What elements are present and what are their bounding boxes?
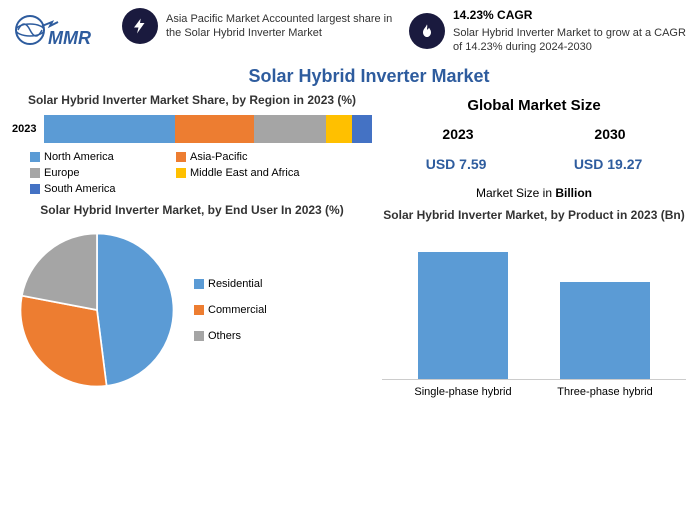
header-fact-2: 14.23% CAGR Solar Hybrid Inverter Market… — [409, 8, 686, 54]
region-seg-middle-east-and-africa — [326, 115, 352, 143]
legend-swatch — [30, 168, 40, 178]
market-size-years: 2023 2030 — [382, 126, 686, 142]
legend-label: Europe — [44, 167, 79, 179]
legend-swatch — [176, 168, 186, 178]
flame-icon — [409, 13, 445, 49]
legend-swatch — [30, 152, 40, 162]
market-size-sub: Market Size in Billion — [382, 186, 686, 200]
legend-label: Asia-Pacific — [190, 151, 247, 163]
bar-col — [550, 282, 660, 379]
legend-swatch — [30, 184, 40, 194]
header-fact-2-text: 14.23% CAGR Solar Hybrid Inverter Market… — [453, 8, 686, 54]
market-size-title: Global Market Size — [382, 97, 686, 114]
legend-item: South America — [30, 183, 160, 195]
legend-swatch — [194, 331, 204, 341]
legend-item: Others — [194, 330, 324, 342]
pie-slice-residential — [97, 234, 174, 386]
region-seg-asia-pacific — [175, 115, 254, 143]
lightning-icon — [122, 8, 158, 44]
legend-swatch — [194, 279, 204, 289]
region-chart-title: Solar Hybrid Inverter Market Share, by R… — [12, 93, 372, 107]
legend-item: Asia-Pacific — [176, 151, 306, 163]
content-grid: Solar Hybrid Inverter Market Share, by R… — [0, 93, 698, 398]
bar-chart-title: Solar Hybrid Inverter Market, by Product… — [382, 208, 686, 222]
pie-chart-section: Solar Hybrid Inverter Market, by End Use… — [12, 203, 372, 395]
legend-label: Residential — [208, 278, 262, 290]
header: MMR Asia Pacific Market Accounted larges… — [0, 0, 698, 58]
region-legend: North America Asia-Pacific Europe Middle Ea… — [12, 151, 372, 195]
left-col: Solar Hybrid Inverter Market Share, by R… — [12, 93, 372, 398]
bar-label: Single-phase hybrid — [408, 386, 518, 398]
market-size: Global Market Size 2023 2030 USD 7.59 US… — [382, 93, 686, 200]
stacked-bar — [44, 115, 372, 143]
legend-item: North America — [30, 151, 160, 163]
pie-legend: Residential Commercial Others — [194, 278, 324, 342]
legend-item: Europe — [30, 167, 160, 179]
cagr-text: Solar Hybrid Inverter Market to grow at … — [453, 26, 686, 55]
pie-chart-title: Solar Hybrid Inverter Market, by End Use… — [12, 203, 372, 217]
legend-label: South America — [44, 183, 116, 195]
pie-chart — [12, 225, 182, 395]
legend-label: Others — [208, 330, 241, 342]
legend-label: Middle East and Africa — [190, 167, 299, 179]
region-seg-europe — [254, 115, 326, 143]
region-y-label: 2023 — [12, 123, 36, 135]
region-seg-north-america — [44, 115, 175, 143]
right-col: Global Market Size 2023 2030 USD 7.59 US… — [382, 93, 686, 398]
region-chart: Solar Hybrid Inverter Market Share, by R… — [12, 93, 372, 195]
bar-labels: Single-phase hybrid Three-phase hybrid — [382, 386, 686, 398]
bar-single-phase-hybrid — [418, 252, 508, 379]
cagr-title: 14.23% CAGR — [453, 8, 686, 24]
bar-label: Three-phase hybrid — [550, 386, 660, 398]
main-title: Solar Hybrid Inverter Market — [0, 66, 698, 87]
legend-item: Middle East and Africa — [176, 167, 306, 179]
product-bar-chart: Solar Hybrid Inverter Market, by Product… — [382, 208, 686, 398]
ms-year-2: 2030 — [594, 126, 625, 142]
market-size-values: USD 7.59 USD 19.27 — [382, 156, 686, 172]
ms-val-2: USD 19.27 — [574, 156, 642, 172]
legend-item: Commercial — [194, 304, 324, 316]
region-seg-south-america — [352, 115, 372, 143]
stacked-bar-wrap: 2023 — [12, 115, 372, 143]
ms-sub-bold: Billion — [555, 186, 592, 200]
svg-text:MMR: MMR — [48, 28, 91, 48]
legend-label: North America — [44, 151, 114, 163]
ms-val-1: USD 7.59 — [426, 156, 487, 172]
header-fact-1-text: Asia Pacific Market Accounted largest sh… — [166, 12, 399, 41]
bars-area — [382, 230, 686, 380]
legend-swatch — [194, 305, 204, 315]
mmr-logo: MMR — [12, 8, 112, 58]
pie-slice-others — [22, 234, 97, 311]
ms-sub-pre: Market Size in — [476, 186, 555, 200]
legend-item: Residential — [194, 278, 324, 290]
header-fact-1: Asia Pacific Market Accounted largest sh… — [122, 8, 399, 44]
legend-swatch — [176, 152, 186, 162]
bar-three-phase-hybrid — [560, 282, 650, 379]
legend-label: Commercial — [208, 304, 267, 316]
ms-year-1: 2023 — [442, 126, 473, 142]
pie-wrap: Residential Commercial Others — [12, 225, 372, 395]
bar-col — [408, 252, 518, 379]
